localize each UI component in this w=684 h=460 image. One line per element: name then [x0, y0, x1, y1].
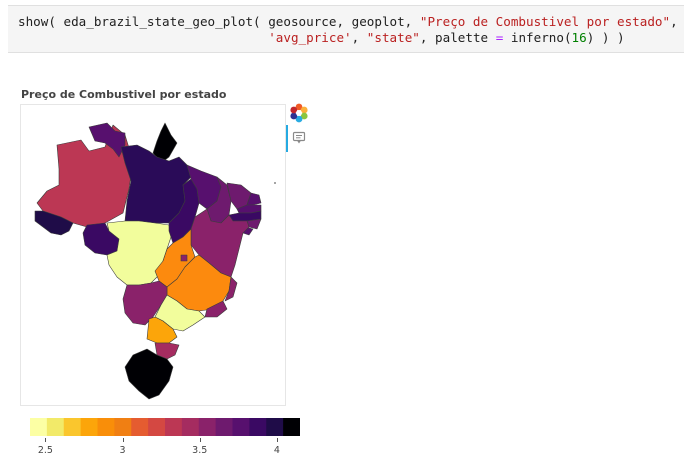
- state-RN[interactable]: [246, 192, 262, 206]
- colorbar-swatch: [30, 418, 48, 436]
- code-text: , palette: [419, 30, 496, 45]
- code-text: ,: [351, 30, 367, 45]
- colorbar-axis: 2.5 3 3.5 4: [30, 438, 300, 458]
- state-MG[interactable]: [166, 254, 232, 312]
- code-operator: =: [495, 30, 504, 45]
- code-text: ) ) ): [586, 30, 625, 45]
- code-line-2: 'avg_price', "state", palette = inferno(…: [18, 30, 625, 46]
- code-number: 16: [571, 30, 587, 45]
- colorbar-tick-label: 2.5: [37, 445, 53, 456]
- state-SP[interactable]: [154, 294, 206, 332]
- code-line-1: show( eda_brazil_state_geo_plot( geosour…: [18, 14, 678, 30]
- colorbar-swatch: [165, 418, 183, 436]
- colorbar-swatch: [181, 418, 200, 436]
- colorbar-tick-mark: [199, 438, 201, 442]
- colorbar: [30, 418, 301, 436]
- island-marker: [274, 182, 276, 184]
- colorbar-swatch: [63, 418, 82, 436]
- brazil-map[interactable]: [21, 105, 285, 405]
- colorbar-swatch: [215, 418, 234, 436]
- bokeh-logo-icon[interactable]: [289, 103, 309, 123]
- code-indent: [18, 30, 268, 45]
- active-tool-indicator: [286, 125, 288, 152]
- colorbar-swatch: [114, 418, 132, 436]
- code-text: show( eda_brazil_state_geo_plot( geosour…: [18, 14, 420, 29]
- colorbar-swatch: [131, 418, 149, 436]
- state-PR[interactable]: [146, 316, 178, 344]
- code-string: "Preço de Combustivel por estado": [419, 14, 671, 29]
- colorbar-tick-label: 3.5: [192, 445, 208, 456]
- colorbar-tick-mark: [45, 438, 47, 442]
- state-RS[interactable]: [124, 348, 174, 400]
- state-AC[interactable]: [34, 210, 74, 236]
- colorbar-swatch: [97, 418, 115, 436]
- colorbar-swatch: [232, 418, 250, 436]
- colorbar-tick-mark: [122, 438, 124, 442]
- code-cell[interactable]: show( eda_brazil_state_geo_plot( geosour…: [8, 5, 684, 53]
- colorbar-swatch: [283, 418, 301, 436]
- colorbar-swatch: [198, 418, 217, 436]
- colorbar-tick-label: 4: [273, 445, 280, 456]
- hover-tool-icon[interactable]: [292, 131, 306, 145]
- state-ES[interactable]: [224, 276, 238, 302]
- map-canvas[interactable]: [20, 104, 286, 406]
- code-text: ,: [670, 14, 678, 29]
- colorbar-tick-label: 3: [119, 445, 126, 456]
- colorbar-swatch: [46, 418, 65, 436]
- state-AL[interactable]: [246, 218, 262, 230]
- colorbar-swatch: [148, 418, 166, 436]
- state-AP[interactable]: [152, 122, 178, 164]
- code-string: 'avg_price': [268, 30, 352, 45]
- state-RJ[interactable]: [204, 300, 228, 318]
- plot-title: Preço de Combustivel por estado: [21, 88, 227, 101]
- code-text: inferno(: [503, 30, 572, 45]
- colorbar-tick-mark: [276, 438, 278, 442]
- state-DF[interactable]: [180, 254, 188, 262]
- colorbar-swatch: [266, 418, 284, 436]
- colorbar-swatch: [80, 418, 99, 436]
- colorbar-swatch: [249, 418, 267, 436]
- colorbar-swatches: [30, 418, 301, 436]
- code-string: "state": [366, 30, 420, 45]
